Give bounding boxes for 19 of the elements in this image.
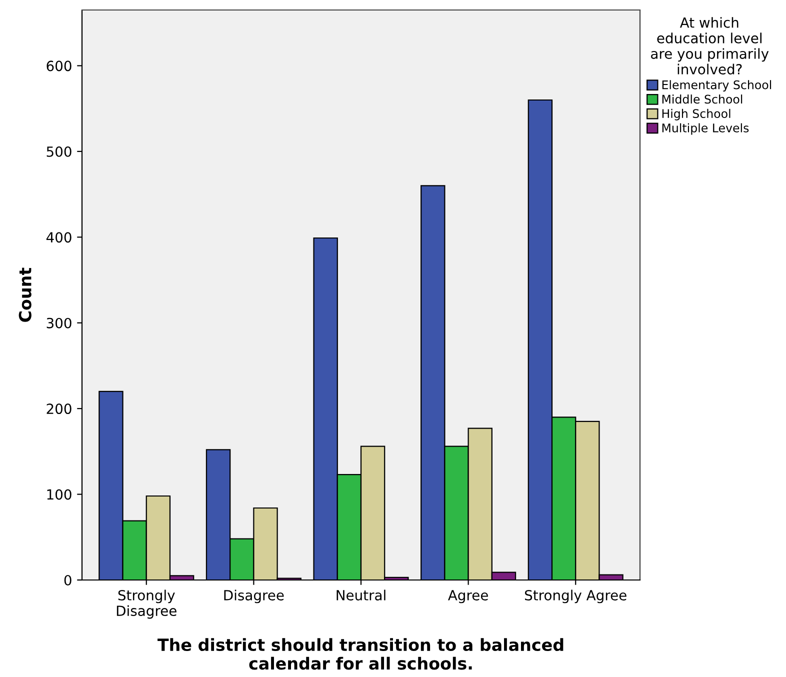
y-tick-label: 300 [46,318,72,328]
y-tick-label: 400 [46,232,72,243]
legend-label: Elementary School [662,80,772,92]
legend-label: High School [662,108,730,120]
legend-label: Multiple Levels [662,123,749,135]
x-tick-label: Agree [448,590,488,604]
x-tick-label: Strongly Disagree [116,590,176,619]
y-tick-label: 200 [46,404,72,414]
legend-title: At which education level are you primarily involved? [651,17,769,74]
x-tick-label: Strongly Agree [524,590,626,604]
x-tick-label: Disagree [224,590,284,604]
y-tick-label: 500 [46,146,72,157]
x-tick-label: Neutral [336,590,386,600]
y-tick-label: 100 [47,489,72,500]
x-axis-title: The district should transition to a balanced calendar for all schools. [158,638,564,670]
y-tick-label: 0 [64,574,72,586]
legend-label: Middle School [662,94,742,104]
y-axis-title: Count [18,268,32,322]
y-tick-label: 600 [46,60,72,72]
